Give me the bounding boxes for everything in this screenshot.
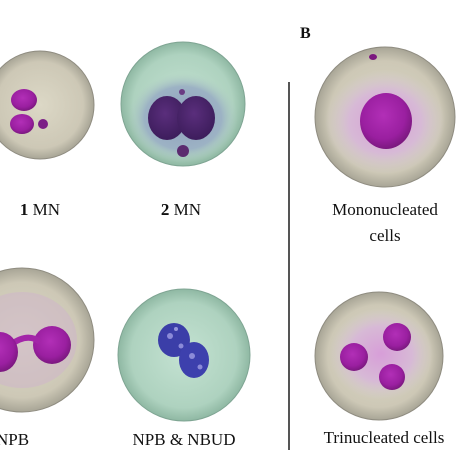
panel-divider: [288, 82, 290, 450]
cell-2mn-image: [120, 41, 246, 167]
label-1mn-text: MN: [32, 200, 61, 219]
label-mono-line1: Mononucleated: [332, 200, 438, 219]
label-2mn: 2 MN: [161, 200, 201, 220]
cell-tri-image: [314, 291, 444, 421]
label-npb: NPB: [0, 430, 30, 449]
cell-npb-image: [0, 267, 95, 413]
label-2mn-count: 2: [160, 200, 170, 219]
cell-1mn-image: [0, 50, 95, 160]
panel-b-letter: B: [300, 25, 311, 42]
cell-mono-image: [314, 46, 456, 188]
label-2mn-text: MN: [173, 200, 202, 219]
label-1mn-count: 1: [19, 200, 29, 219]
label-1mn: 1 MN: [20, 200, 60, 220]
cell-npb-nbud-image: [117, 288, 251, 422]
label-tri: Trinucleated cells: [323, 428, 445, 447]
label-npb-nbud: NPB & NBUD: [132, 430, 236, 449]
label-mono-line2: cells: [369, 226, 401, 245]
